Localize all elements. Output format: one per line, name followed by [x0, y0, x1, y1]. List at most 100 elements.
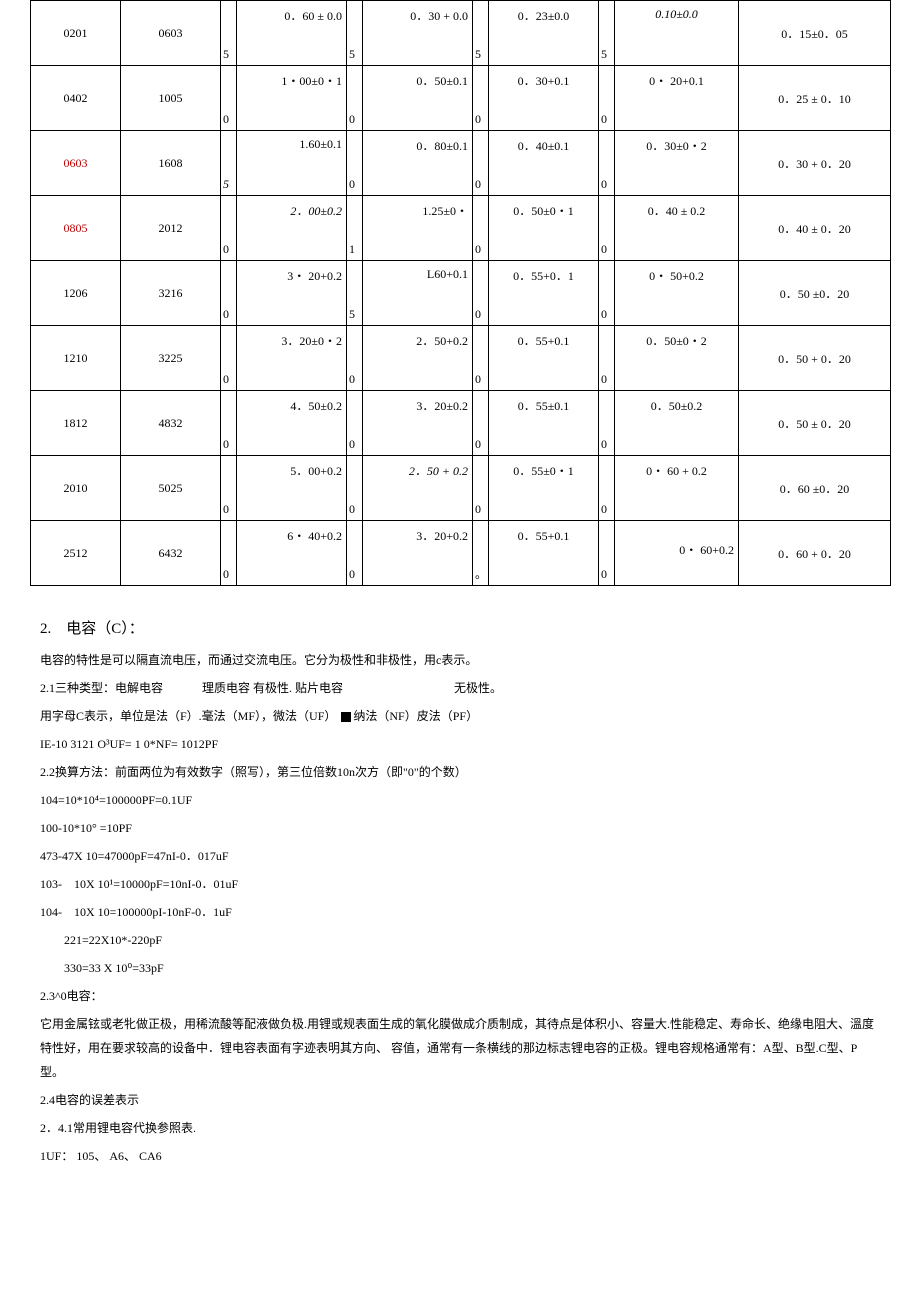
metric-code: 4832	[121, 391, 221, 456]
dimension-value: 6・ 40+0.2	[237, 521, 347, 586]
dimension-value: 0．30±0・2	[615, 131, 739, 196]
dimension-value: 1.60±0.1	[237, 131, 347, 196]
table-row: 0402100501・00±0・100．50±0.100．30+0.100・ 2…	[31, 66, 891, 131]
cell-subscript: 0	[221, 391, 237, 456]
cell-subscript: 0	[221, 456, 237, 521]
cell-subscript: 0	[599, 326, 615, 391]
table-row: 0201060350．60 ± 0.050．30 + 0.050．23±0.05…	[31, 1, 891, 66]
cell-subscript: 0	[221, 326, 237, 391]
cell-subscript: 0	[347, 326, 363, 391]
cell-subscript: 5	[221, 1, 237, 66]
dimension-value: 0．55+0．1	[489, 261, 599, 326]
cell-subscript: 0	[221, 66, 237, 131]
dimension-value: 0．80±0.1	[363, 131, 473, 196]
paragraph: 473-47X 10=47000pF=47nI-0．017uF	[40, 844, 880, 868]
dimension-value: 0．40 ± 0．20	[739, 196, 891, 261]
cell-subscript: 0	[221, 521, 237, 586]
cell-subscript: 。	[473, 521, 489, 586]
paragraph: 它用金属铉或老牝做正极，用稀流酸等配液做负极.用锂或规表面生成的氧化膜做成介质制…	[40, 1012, 880, 1084]
cell-subscript: 0	[347, 391, 363, 456]
table-row: 2010502505．00+0.202．50 + 0.200．55±0・100・…	[31, 456, 891, 521]
metric-code: 1005	[121, 66, 221, 131]
dimension-value: 0．55±0・1	[489, 456, 599, 521]
metric-code: 3225	[121, 326, 221, 391]
cell-subscript: 0	[473, 66, 489, 131]
dimension-value: 0．25 ± 0．10	[739, 66, 891, 131]
cell-subscript: 5	[221, 131, 237, 196]
package-code: 1210	[31, 326, 121, 391]
dimension-value: 0.10±0.0	[615, 1, 739, 66]
dimension-value: 0．50 ±0．20	[739, 261, 891, 326]
table-row: 0603160851.60±0.100．80±0.100．40±0.100．30…	[31, 131, 891, 196]
paragraph: 2.3^0电容：	[40, 984, 880, 1008]
dimension-value: 0．40±0.1	[489, 131, 599, 196]
dimension-value: 0．60 ±0．20	[739, 456, 891, 521]
dimension-value: 3．20±0.2	[363, 391, 473, 456]
paragraph: 330=33 X 10⁰=33pF	[40, 956, 880, 980]
dimension-value: 3．20+0.2	[363, 521, 473, 586]
paragraph: 2.2换算方法：前面两位为有效数字（照写），第三位倍数10n次方（即"0"的个数…	[40, 760, 880, 784]
cell-subscript: 0	[599, 456, 615, 521]
table-row: 1812483204．50±0.203．20±0.200．55±0.100．50…	[31, 391, 891, 456]
paragraph: 1UF： 105、 A6、 CA6	[40, 1144, 880, 1168]
dimension-value: 0．15±0．05	[739, 1, 891, 66]
dimension-value: 4．50±0.2	[237, 391, 347, 456]
table-row: 2512643206・ 40+0.203．20+0.2。0．55+0.100・ …	[31, 521, 891, 586]
package-code: 1206	[31, 261, 121, 326]
dimension-value: 3・ 20+0.2	[237, 261, 347, 326]
paragraph: IE-10 3121 O³UF= 1 0*NF= 1012PF	[40, 732, 880, 756]
package-code: 2512	[31, 521, 121, 586]
package-code: 1812	[31, 391, 121, 456]
paragraph: 用字母C表示，单位是法（F）.毫法（MF），微法（UF） 纳法（NF）皮法（PF…	[40, 704, 880, 728]
paragraph: 电容的特性是可以隔直流电压，而通过交流电压。它分为极性和非极性，用c表示。	[40, 648, 880, 672]
paragraph: 221=22X10*-220pF	[40, 928, 880, 952]
cell-subscript: 0	[221, 261, 237, 326]
dimension-value: 0・ 60+0.2	[615, 521, 739, 586]
metric-code: 2012	[121, 196, 221, 261]
dimension-value: 0．30 + 0．20	[739, 131, 891, 196]
dimension-value: 0．55+0.1	[489, 521, 599, 586]
cell-subscript: 0	[347, 131, 363, 196]
dimension-value: 0．50 ± 0．20	[739, 391, 891, 456]
section-heading: 2. 电容（C）：	[40, 614, 880, 644]
cell-subscript: 0	[599, 521, 615, 586]
black-square-icon	[341, 712, 351, 722]
dimension-value: 0．30 + 0.0	[363, 1, 473, 66]
dimension-value: 0・ 60 + 0.2	[615, 456, 739, 521]
cell-subscript: 5	[473, 1, 489, 66]
dimension-value: 0．23±0.0	[489, 1, 599, 66]
dimension-value: 0．50±0.1	[363, 66, 473, 131]
dimensions-table: 0201060350．60 ± 0.050．30 + 0.050．23±0.05…	[30, 0, 891, 586]
dimension-value: 2．50 + 0.2	[363, 456, 473, 521]
metric-code: 6432	[121, 521, 221, 586]
paragraph: 2．4.1常用锂电容代换参照表.	[40, 1116, 880, 1140]
paragraph: 100-10*10° =10PF	[40, 816, 880, 840]
dimension-value: 0．50±0・2	[615, 326, 739, 391]
dimension-value: 5．00+0.2	[237, 456, 347, 521]
dimension-value: 0・ 50+0.2	[615, 261, 739, 326]
dimension-value: 0．50 + 0．20	[739, 326, 891, 391]
dimension-value: 0．55+0.1	[489, 326, 599, 391]
cell-subscript: 5	[347, 1, 363, 66]
cell-subscript: 0	[599, 261, 615, 326]
cell-subscript: 0	[473, 456, 489, 521]
cell-subscript: 5	[347, 261, 363, 326]
metric-code: 5025	[121, 456, 221, 521]
metric-code: 1608	[121, 131, 221, 196]
package-code: 0805	[31, 196, 121, 261]
table-row: 1210322503．20±0・202．50+0.200．55+0.100．50…	[31, 326, 891, 391]
cell-subscript: 0	[599, 131, 615, 196]
metric-code: 0603	[121, 1, 221, 66]
dimension-value: 0．50±0.2	[615, 391, 739, 456]
cell-subscript: 0	[473, 261, 489, 326]
paragraph: 103- 10X 10¹=10000pF=10nI-0．01uF	[40, 872, 880, 896]
dimension-value: 0．50±0・1	[489, 196, 599, 261]
cell-subscript: 0	[473, 391, 489, 456]
package-code: 0201	[31, 1, 121, 66]
cell-subscript: 0	[599, 196, 615, 261]
package-code: 2010	[31, 456, 121, 521]
dimension-value: 0・ 20+0.1	[615, 66, 739, 131]
dimension-value: 2．50+0.2	[363, 326, 473, 391]
cell-subscript: 0	[599, 66, 615, 131]
cell-subscript: 1	[347, 196, 363, 261]
